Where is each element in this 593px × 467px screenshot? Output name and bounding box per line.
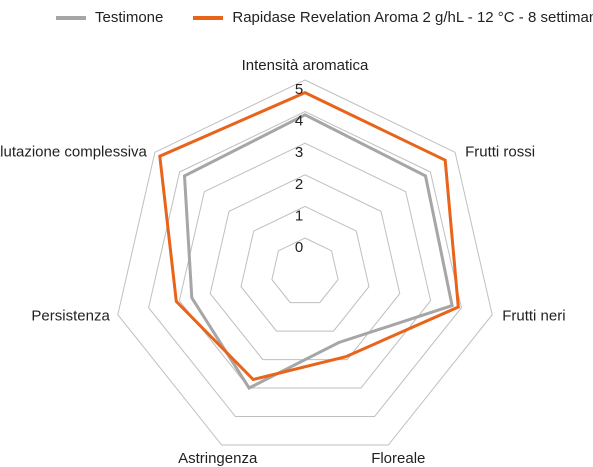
tick-label-3: 3 <box>295 144 303 161</box>
tick-label-2: 2 <box>295 176 303 193</box>
axis-label-intensita-aromatica: Intensità aromatica <box>242 57 369 74</box>
axis-label-valutazione-complessiva: Valutazione complessiva <box>0 143 148 160</box>
axis-label-floreale: Floreale <box>371 450 425 467</box>
tick-label-1: 1 <box>295 207 303 224</box>
tick-label-0: 0 <box>295 239 303 256</box>
tick-label-5: 5 <box>295 81 303 98</box>
legend-label-testimone: Testimone <box>95 9 164 26</box>
grid-ring-5 <box>117 79 493 446</box>
axis-label-frutti-neri: Frutti neri <box>502 308 565 325</box>
series-line-rapidase <box>158 90 460 382</box>
radar-grid <box>117 79 493 446</box>
grid-ring-1 <box>240 205 370 332</box>
chart-legend: Testimone Rapidase Revelation Aroma 2 g/… <box>56 9 593 26</box>
axis-label-persistenza: Persistenza <box>31 308 110 325</box>
grid-ring-4 <box>148 111 462 417</box>
grid-ring-3 <box>178 142 432 389</box>
legend-swatch-testimone <box>56 15 86 20</box>
series-line-testimone <box>182 113 454 390</box>
grid-ring-0 <box>271 237 339 304</box>
radar-series <box>158 90 460 390</box>
legend-label-rapidase: Rapidase Revelation Aroma 2 g/hL - 12 °C… <box>232 9 593 26</box>
legend-swatch-rapidase <box>193 15 224 20</box>
axis-label-frutti-rossi: Frutti rossi <box>465 143 535 160</box>
radar-labels: 0 1 2 3 4 5 Intensità aromatica Frutti rossi Fru… <box>0 57 566 467</box>
legend-item-rapidase: Rapidase Revelation Aroma 2 g/hL - 12 °C… <box>193 9 593 26</box>
legend-item-testimone: Testimone <box>56 9 163 26</box>
tick-label-4: 4 <box>295 113 303 130</box>
axis-label-astringenza: Astringenza <box>178 450 258 467</box>
